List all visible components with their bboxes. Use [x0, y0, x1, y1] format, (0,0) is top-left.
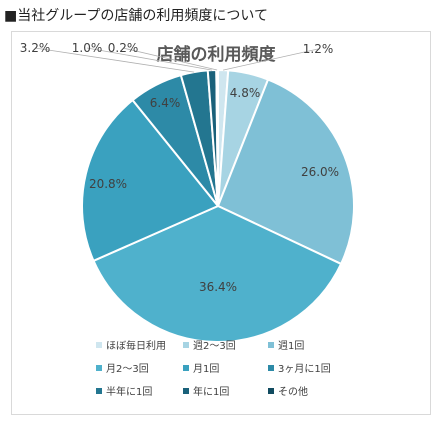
- legend-swatch: [183, 388, 189, 394]
- legend-label: その他: [278, 385, 308, 398]
- pie-slice: [216, 78, 355, 266]
- data-label: 36.4%: [199, 280, 237, 294]
- legend-label: 半年に1回: [106, 385, 152, 398]
- legend-label: ほぼ毎日利用: [106, 339, 166, 352]
- pie-slice: [81, 98, 220, 263]
- legend-label: 週2〜3回: [193, 340, 236, 352]
- data-label: 3.2%: [20, 41, 51, 55]
- legend-item: ほぼ毎日利用: [96, 339, 166, 352]
- legend-swatch: [268, 388, 274, 394]
- legend-swatch: [96, 342, 102, 348]
- leader-line: [34, 47, 195, 73]
- legend-item: 3ヶ月に1回: [268, 363, 331, 375]
- data-label: 20.8%: [89, 177, 127, 191]
- data-label: 4.8%: [230, 86, 261, 100]
- legend-item: 月1回: [183, 363, 219, 375]
- legend-item: 週1回: [268, 340, 304, 352]
- legend-item: 月2〜3回: [96, 363, 149, 375]
- data-label: 26.0%: [301, 165, 339, 179]
- leader-lines: [34, 47, 319, 73]
- legend-label: 年に1回: [193, 385, 229, 398]
- legend-item: 週2〜3回: [183, 340, 236, 352]
- legend-swatch: [96, 388, 102, 394]
- chart-title: 店舗の利用頻度: [157, 44, 277, 65]
- legend-swatch: [183, 342, 189, 348]
- pie-slices: [81, 68, 355, 343]
- legend-label: 週1回: [278, 340, 304, 352]
- legend-label: 月2〜3回: [106, 363, 149, 375]
- data-label: 1.2%: [303, 42, 334, 56]
- legend-swatch: [183, 365, 189, 371]
- leader-line: [223, 48, 319, 71]
- legend-item: 年に1回: [183, 385, 229, 398]
- data-label: 1.0%: [72, 41, 103, 55]
- data-labels: 1.2% 4.8% 26.0% 36.4% 20.8% 6.4% 3.2% 1.0% 0.2%: [20, 41, 339, 294]
- legend-swatch: [268, 342, 274, 348]
- legend-item: その他: [268, 385, 308, 398]
- legend-label: 月1回: [193, 363, 219, 375]
- pie-slice: [92, 204, 343, 343]
- legend-item: 半年に1回: [96, 385, 152, 398]
- leader-line: [86, 47, 213, 71]
- legend-swatch: [96, 365, 102, 371]
- data-label: 0.2%: [108, 41, 139, 55]
- legend-swatch: [268, 365, 274, 371]
- data-label: 6.4%: [150, 96, 181, 110]
- leader-line: [122, 47, 218, 71]
- page-heading: ■当社グループの店舗の利用頻度について: [4, 8, 268, 24]
- legend-label: 3ヶ月に1回: [278, 363, 331, 375]
